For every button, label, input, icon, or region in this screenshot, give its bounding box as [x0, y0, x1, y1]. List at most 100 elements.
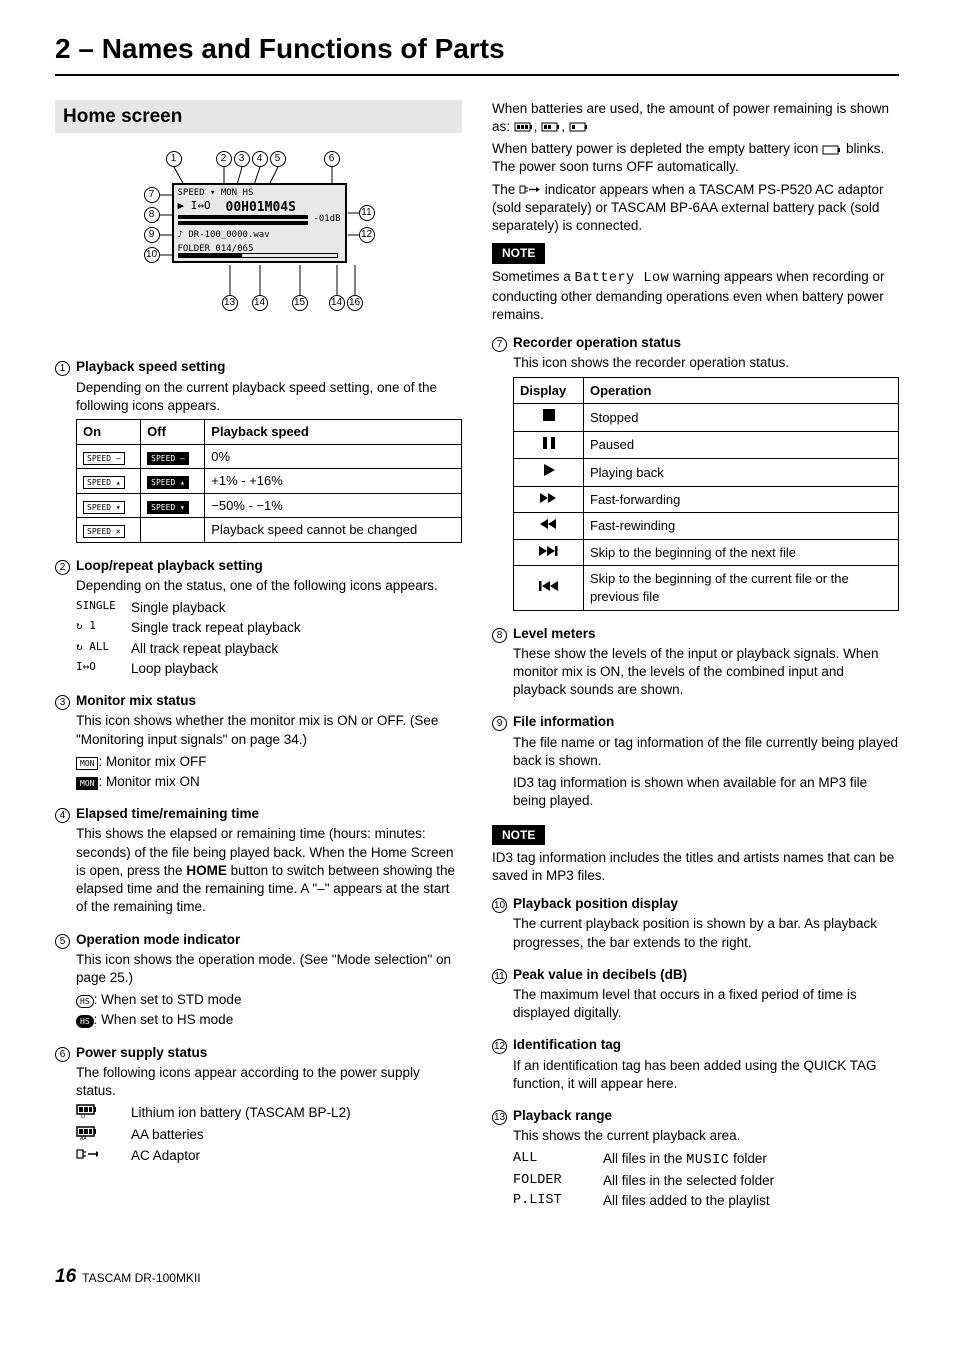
desc-4: This shows the elapsed or remaining time… — [76, 825, 462, 916]
lcd-file: ♪ DR-100_0000.wav — [178, 229, 270, 241]
title-1: Playback speed setting — [76, 358, 225, 376]
section-home-screen: Home screen — [55, 100, 462, 134]
note-body-2: ID3 tag information includes the titles … — [492, 849, 899, 885]
li-label: Lithium ion battery (TASCAM BP-L2) — [131, 1105, 351, 1120]
num-4: 4 — [55, 808, 70, 823]
pause-icon — [514, 431, 584, 459]
hs-label: : When set to HS mode — [94, 1012, 234, 1027]
note-body-1: Sometimes a Battery Low warning appears … — [492, 268, 899, 325]
aa-battery-icon: AA — [76, 1126, 131, 1145]
op-prev: Skip to the beginning of the current fil… — [584, 566, 899, 610]
title-3: Monitor mix status — [76, 692, 196, 710]
num-10: 10 — [492, 898, 507, 913]
th-display: Display — [514, 377, 584, 404]
num-7: 7 — [492, 337, 507, 352]
chip-r3-on: SPEED ▾ — [83, 501, 125, 514]
playback-speed-table: OnOffPlayback speed SPEED –SPEED –0% SPE… — [76, 419, 462, 543]
num-9: 9 — [492, 716, 507, 731]
chip-r3-off: SPEED ▾ — [147, 501, 189, 514]
hs-icon: HS — [76, 1015, 94, 1028]
num-5: 5 — [55, 934, 70, 949]
chip-r2-on: SPEED ▴ — [83, 476, 125, 489]
li-battery-icon: Li — [76, 1104, 131, 1123]
th-op: Operation — [584, 377, 899, 404]
cell-r2: +1% - +16% — [205, 469, 462, 494]
title-10: Playback position display — [513, 895, 678, 913]
chip-r1-off: SPEED – — [147, 452, 189, 465]
ac-label: AC Adaptor — [131, 1148, 200, 1163]
range-folder-val: All files in the selected folder — [603, 1172, 774, 1190]
ac-indicator-text: The indicator appears when a TASCAM PS-P… — [492, 181, 899, 236]
title-12: Identification tag — [513, 1036, 621, 1054]
title-2: Loop/repeat playback setting — [76, 557, 263, 575]
desc-5: This icon shows the operation mode. (See… — [76, 951, 462, 987]
batt-empty-icon — [822, 145, 842, 155]
th-off: Off — [141, 420, 205, 445]
batt-empty-text: When battery power is depleted the empty… — [492, 140, 899, 176]
range-all-key: ALL — [513, 1150, 603, 1170]
cell-r3: −50% - −1% — [205, 493, 462, 518]
svg-text:AA: AA — [80, 1136, 87, 1140]
op-next: Skip to the beginning of the next file — [584, 539, 899, 566]
chip-r4-on: SPEED × — [83, 525, 125, 538]
page-number: 16 — [55, 1266, 76, 1287]
lcd-meter-l — [178, 215, 308, 219]
num-1: 1 — [55, 361, 70, 376]
desc-2: Depending on the status, one of the foll… — [76, 577, 462, 595]
operation-table: DisplayOperation Stopped Paused Playing … — [513, 377, 899, 611]
single-label: Single playback — [131, 600, 226, 615]
desc-9a: The file name or tag information of the … — [513, 734, 899, 770]
prev-icon — [514, 566, 584, 610]
aa-label: AA batteries — [131, 1127, 204, 1142]
cell-r1: 0% — [205, 444, 462, 469]
op-playing: Playing back — [584, 459, 899, 487]
num-13: 13 — [492, 1110, 507, 1125]
num-3: 3 — [55, 695, 70, 710]
title-6: Power supply status — [76, 1044, 207, 1062]
footer-model: TASCAM DR-100MKII — [82, 1271, 200, 1285]
title-7: Recorder operation status — [513, 334, 681, 352]
title-9: File information — [513, 713, 614, 731]
lcd-db: -01dB — [313, 213, 340, 225]
th-speed: Playback speed — [205, 420, 462, 445]
ff-icon — [514, 486, 584, 513]
num-6: 6 — [55, 1047, 70, 1062]
ac-plug-icon — [519, 185, 541, 195]
desc-3: This icon shows whether the monitor mix … — [76, 712, 462, 748]
rw-icon — [514, 513, 584, 540]
range-plist-val: All files added to the playlist — [603, 1192, 770, 1210]
chapter-title: 2 – Names and Functions of Parts — [55, 30, 899, 76]
th-on: On — [77, 420, 141, 445]
range-folder-key: FOLDER — [513, 1172, 603, 1190]
single-icon: SINGLE — [76, 599, 131, 614]
note-tag-1: NOTE — [492, 243, 545, 263]
mon-on-label: : Monitor mix ON — [98, 774, 199, 789]
num-11: 11 — [492, 969, 507, 984]
desc-13: This shows the current playback area. — [513, 1127, 899, 1145]
desc-6: The following icons appear according to … — [76, 1064, 462, 1100]
next-icon — [514, 539, 584, 566]
desc-8: These show the levels of the input or pl… — [513, 645, 899, 700]
batt-remain-text: When batteries are used, the amount of p… — [492, 100, 899, 136]
home-screen-diagram: 1 2 3 4 5 6 7 8 9 10 11 12 13 14 15 14 1… — [104, 145, 414, 340]
svg-text:Li: Li — [81, 1114, 85, 1118]
std-label: : When set to STD mode — [94, 992, 242, 1007]
op-paused: Paused — [584, 431, 899, 459]
num-12: 12 — [492, 1039, 507, 1054]
desc-9b: ID3 tag information is shown when availa… — [513, 774, 899, 810]
note-tag-2: NOTE — [492, 825, 545, 845]
cell-r4: Playback speed cannot be changed — [205, 518, 462, 543]
desc-12: If an identification tag has been added … — [513, 1057, 899, 1093]
desc-11: The maximum level that occurs in a fixed… — [513, 986, 899, 1022]
range-plist-key: P.LIST — [513, 1192, 603, 1210]
play-icon — [514, 459, 584, 487]
desc-10: The current playback position is shown b… — [513, 915, 899, 951]
batt-low-icon — [569, 122, 589, 132]
range-all-val: All files in the MUSIC folder — [603, 1150, 767, 1170]
batt-full-icon — [514, 122, 534, 132]
lcd-time: 00H01M04S — [226, 199, 296, 217]
num-2: 2 — [55, 560, 70, 575]
loop-label: Loop playback — [131, 661, 218, 676]
desc-7: This icon shows the recorder operation s… — [513, 354, 899, 372]
repeatall-label: All track repeat playback — [131, 641, 278, 656]
